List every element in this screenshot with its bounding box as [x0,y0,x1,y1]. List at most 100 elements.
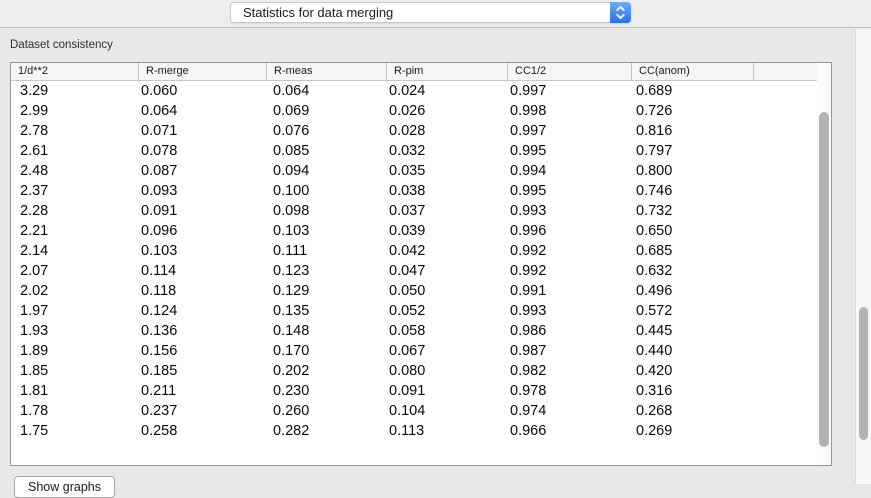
table-row[interactable]: 2.99 0.064 0.069 0.026 0.998 0.726 [11,101,831,121]
table-cell: 0.060 [141,83,178,99]
table-row[interactable]: 2.21 0.096 0.103 0.039 0.996 0.650 [11,221,831,241]
table-row[interactable]: 1.97 0.124 0.135 0.052 0.993 0.572 [11,301,831,321]
table-cell: 0.103 [141,243,178,259]
table-cell: 2.21 [20,223,49,239]
toolbar: Statistics for data merging [0,0,871,28]
table-cell: 0.037 [389,203,426,219]
column-header[interactable]: R-pim [386,63,507,80]
table-cell: 0.148 [273,323,310,339]
table-cell: 0.268 [636,403,673,419]
table-cell: 0.118 [141,283,177,299]
table-cell: 2.48 [20,163,49,179]
table-cell: 0.993 [510,203,547,219]
table-cell: 0.156 [141,343,178,359]
table-cell: 0.996 [510,223,547,239]
table-cell: 2.14 [20,243,49,259]
table-cell: 0.689 [636,83,673,99]
column-header[interactable]: CC(anom) [631,63,753,80]
table-cell: 0.572 [636,303,673,319]
table-cell: 0.440 [636,343,673,359]
table-cell: 0.032 [389,143,426,159]
table-row[interactable]: 2.28 0.091 0.098 0.037 0.993 0.732 [11,201,831,221]
table-cell: 0.816 [636,123,673,139]
table-cell: 0.091 [389,383,426,399]
table-cell: 0.685 [636,243,673,259]
table-row[interactable]: 1.93 0.136 0.148 0.058 0.986 0.445 [11,321,831,341]
table-cell: 0.111 [273,243,308,259]
table-cell: 0.211 [141,383,177,399]
table-cell: 0.096 [141,223,178,239]
column-header[interactable]: CC1/2 [507,63,631,80]
show-graphs-button[interactable]: Show graphs [14,476,115,498]
table-scrollbar-thumb[interactable] [819,112,829,447]
table-cell: 0.170 [273,343,310,359]
table-cell: 0.091 [141,203,178,219]
table-row[interactable]: 1.85 0.185 0.202 0.080 0.982 0.420 [11,361,831,381]
dataset-consistency-label: Dataset consistency [10,39,113,51]
table-cell: 0.994 [510,163,547,179]
table-row[interactable]: 2.78 0.071 0.076 0.028 0.997 0.816 [11,121,831,141]
table-cell: 0.230 [273,383,310,399]
column-header[interactable]: 1/d**2 [18,65,48,77]
table-cell: 0.978 [510,383,547,399]
table-row[interactable]: 2.37 0.093 0.100 0.038 0.995 0.746 [11,181,831,201]
table-cell: 0.237 [141,403,178,419]
table-cell: 0.797 [636,143,673,159]
table-cell: 0.992 [510,243,547,259]
table-row[interactable]: 2.07 0.114 0.123 0.047 0.992 0.632 [11,261,831,281]
table-row[interactable]: 2.14 0.103 0.111 0.042 0.992 0.685 [11,241,831,261]
table-cell: 0.104 [389,403,426,419]
table-cell: 2.28 [20,203,49,219]
table-row[interactable]: 1.78 0.237 0.260 0.104 0.974 0.268 [11,401,831,421]
table-cell: 0.993 [510,303,547,319]
statistics-popup-label: Statistics for data merging [243,5,394,20]
statistics-popup-button[interactable]: Statistics for data merging [230,2,631,23]
table-cell: 0.064 [273,83,310,99]
table-row[interactable]: 1.89 0.156 0.170 0.067 0.987 0.440 [11,341,831,361]
table-cell: 0.078 [141,143,178,159]
table-cell: 0.124 [141,303,178,319]
table-row[interactable]: 1.81 0.211 0.230 0.091 0.978 0.316 [11,381,831,401]
column-header[interactable]: R-meas [266,63,386,80]
table-cell: 0.202 [273,363,310,379]
table-scrollbar[interactable] [817,63,831,465]
table-cell: 2.07 [20,263,49,279]
column-header-empty [753,63,817,80]
table-cell: 0.052 [389,303,426,319]
table-cell: 0.282 [273,423,310,439]
table-cell: 0.995 [510,183,547,199]
table-cell: 0.316 [636,383,673,399]
table-cell: 0.800 [636,163,673,179]
table-row[interactable]: 2.61 0.078 0.085 0.032 0.995 0.797 [11,141,831,161]
table-cell: 0.445 [636,323,673,339]
table-cell: 0.129 [273,283,310,299]
table-cell: 2.78 [20,123,49,139]
table-cell: 0.269 [636,423,673,439]
table-cell: 1.81 [20,383,49,399]
table-cell: 0.042 [389,243,426,259]
table-row[interactable]: 2.02 0.118 0.129 0.050 0.991 0.496 [11,281,831,301]
table-cell: 0.098 [273,203,310,219]
table-row[interactable]: 1.75 0.258 0.282 0.113 0.966 0.269 [11,421,831,441]
window-scrollbar[interactable] [855,29,871,484]
table-cell: 0.992 [510,263,547,279]
table-row[interactable]: 2.48 0.087 0.094 0.035 0.994 0.800 [11,161,831,181]
table-cell: 0.185 [141,363,178,379]
table-cell: 0.136 [141,323,178,339]
table-cell: 0.038 [389,183,426,199]
table-cell: 0.991 [510,283,547,299]
table-row[interactable]: 3.29 0.060 0.064 0.024 0.997 0.689 [11,81,831,101]
table-cell: 1.78 [20,403,49,419]
table-cell: 0.080 [389,363,426,379]
table-cell: 0.966 [510,423,547,439]
table-cell: 0.093 [141,183,178,199]
window-scrollbar-thumb[interactable] [859,307,868,440]
table-cell: 0.632 [636,263,673,279]
table-cell: 0.726 [636,103,673,119]
table-cell: 0.069 [273,103,310,119]
table-cell: 1.89 [20,343,49,359]
column-header[interactable]: R-merge [138,63,266,80]
table-cell: 0.258 [141,423,178,439]
table-cell: 0.039 [389,223,426,239]
